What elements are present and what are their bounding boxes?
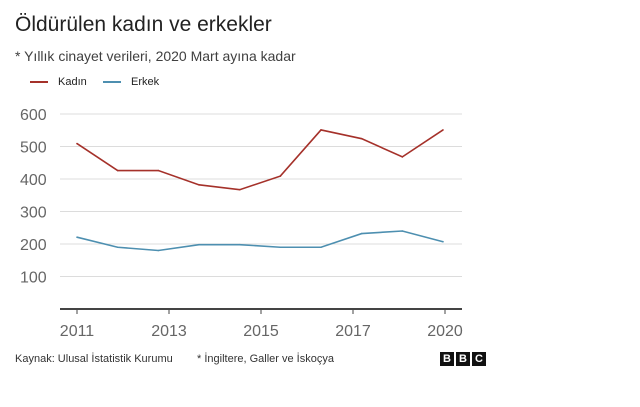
data-point [401, 156, 404, 158]
data-point [360, 232, 363, 235]
series-line-erkek [76, 230, 444, 252]
chart-subtitle: * Yıllık cinayet verileri, 2020 Mart ayı… [15, 48, 296, 64]
y-tick-label: 400 [20, 172, 47, 189]
data-point [198, 184, 200, 186]
legend-label: Erkek [131, 76, 160, 88]
legend-swatch-erkek [103, 81, 121, 83]
y-tick-label: 100 [20, 270, 47, 287]
data-point [76, 236, 78, 238]
footnote-text: * İngiltere, Galler ve İskoçya [197, 353, 334, 365]
y-tick-label: 600 [20, 107, 47, 124]
legend-label: Kadın [58, 76, 87, 88]
x-tick-label: 2013 [151, 323, 187, 340]
y-tick-label: 200 [20, 237, 47, 254]
data-point [198, 243, 200, 246]
x-tick-label: 2017 [335, 323, 371, 340]
y-tick-label: 300 [20, 205, 47, 222]
data-point [320, 129, 322, 131]
x-tick-label: 2015 [243, 323, 279, 340]
data-point [238, 243, 241, 246]
data-point [279, 175, 282, 177]
data-point [116, 246, 119, 249]
data-point [76, 142, 78, 145]
legend-swatch-kadin [30, 81, 48, 83]
x-tick-label: 2020 [427, 323, 463, 340]
data-point [279, 246, 282, 249]
legend-kadin: Kadın [30, 76, 87, 88]
data-point [157, 169, 160, 172]
data-point [442, 240, 444, 243]
series-line-kadın [76, 129, 444, 191]
data-point [238, 188, 241, 191]
data-point [320, 246, 322, 249]
y-tick-label: 500 [20, 140, 47, 157]
x-tick-label: 2011 [60, 323, 95, 340]
data-point [360, 137, 363, 140]
data-point [442, 129, 444, 131]
source-text: Kaynak: Ulusal İstatistik Kurumu [15, 353, 173, 365]
data-point [116, 169, 119, 172]
data-point [401, 230, 404, 232]
legend-erkek: Erkek [103, 76, 159, 88]
chart-title: Öldürülen kadın ve erkekler [15, 13, 272, 36]
data-point [157, 249, 160, 252]
